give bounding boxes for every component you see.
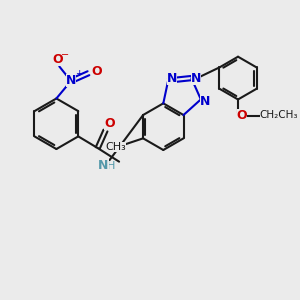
Text: N: N: [191, 72, 201, 85]
Text: +: +: [75, 69, 82, 78]
Text: O: O: [104, 117, 115, 130]
Text: O: O: [91, 65, 101, 78]
Text: O: O: [52, 53, 63, 66]
Text: CH₂CH₃: CH₂CH₃: [260, 110, 298, 120]
Text: N: N: [66, 74, 76, 88]
Text: −: −: [61, 50, 69, 60]
Text: N: N: [200, 95, 210, 108]
Text: N: N: [98, 159, 109, 172]
Text: H: H: [107, 160, 116, 171]
Text: CH₃: CH₃: [106, 142, 126, 152]
Text: N: N: [167, 72, 177, 85]
Text: O: O: [237, 110, 247, 122]
